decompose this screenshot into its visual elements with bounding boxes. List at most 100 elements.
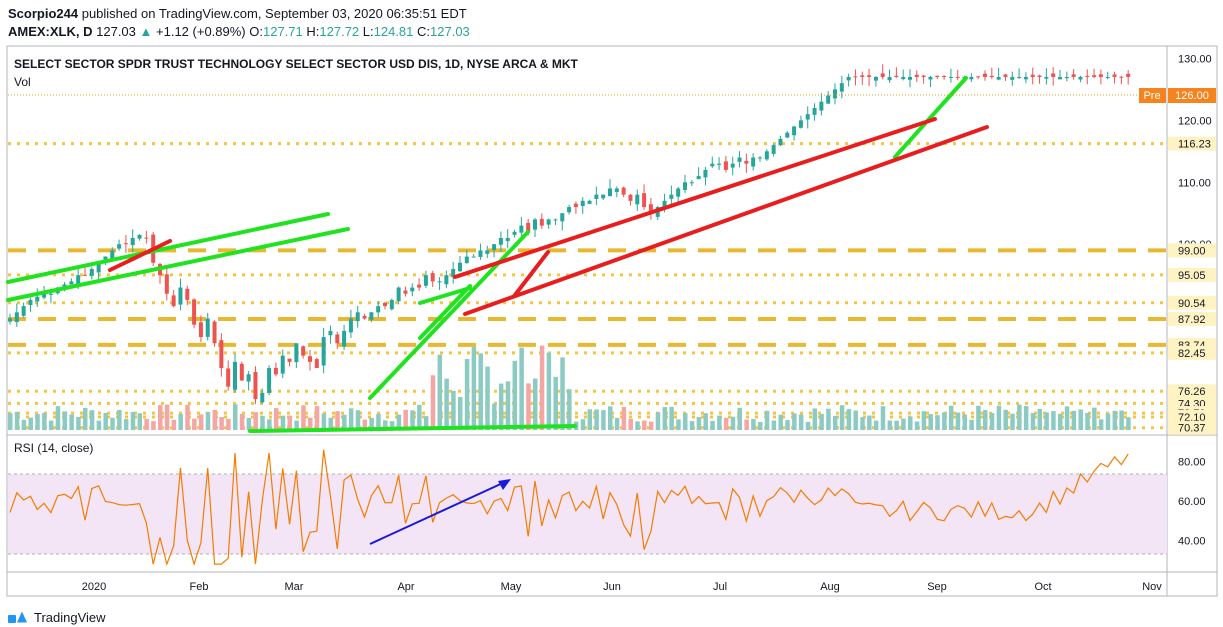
candle-body [403, 290, 408, 294]
candle-body [185, 288, 190, 300]
candle-body [839, 83, 844, 92]
candle-body [451, 268, 456, 278]
volume-bar [273, 408, 279, 430]
publish-line: Scorpio244 published on TradingView.com,… [8, 6, 467, 21]
volume-bar [628, 418, 633, 430]
candle-body [914, 74, 919, 77]
volume-bar [492, 403, 497, 430]
volume-bar [587, 409, 593, 430]
volume-bar [205, 412, 211, 430]
volume-bar [1064, 406, 1070, 430]
volume-bar [1044, 412, 1049, 430]
candle-body [287, 358, 292, 362]
candle-body [1078, 76, 1083, 80]
volume-bar [96, 420, 102, 430]
volume-bar [867, 415, 872, 430]
change-value: +1.12 (+0.89%) [156, 24, 246, 39]
candle-body [8, 318, 12, 322]
candle-body [301, 346, 306, 356]
volume-bar [608, 406, 613, 430]
volume-bar [451, 390, 456, 430]
volume-bar [308, 417, 313, 430]
candle-body [1023, 76, 1028, 80]
candle-body [887, 76, 892, 81]
volume-bar [137, 413, 143, 430]
candle-body [948, 76, 953, 78]
volume-bar [696, 416, 702, 430]
candle-body [642, 193, 647, 208]
volume-bar [860, 417, 865, 430]
volume-bar [376, 413, 381, 430]
candle-body [730, 163, 735, 168]
month-label: May [501, 581, 522, 593]
candle-body [389, 299, 394, 310]
volume-bar [110, 417, 115, 430]
volume-bar [655, 412, 661, 430]
rsi-tick-label: 60.00 [1178, 496, 1206, 508]
candle-body [294, 343, 299, 363]
price-axis: 130.00120.00110.00100.00116.2399.0095.05… [1168, 53, 1216, 547]
volume-bar [1030, 413, 1036, 430]
volume-bar [430, 375, 436, 430]
candle-body [83, 274, 87, 276]
volume-bar [83, 407, 88, 430]
rsi-pane [9, 449, 1129, 567]
level-label: 90.54 [1178, 298, 1206, 310]
support-levels [8, 142, 1167, 430]
level-label: 95.05 [1178, 270, 1206, 282]
volume-bar [35, 414, 40, 430]
candle-body [171, 295, 176, 307]
open-value: 127.71 [263, 24, 303, 39]
volume-bar [55, 406, 61, 430]
volume-bar [1126, 417, 1131, 430]
volume-label: Vol [14, 75, 31, 89]
volume-bar [437, 354, 443, 430]
volume-bar [28, 417, 33, 430]
candle-body [921, 75, 926, 77]
author-name[interactable]: Scorpio244 [8, 6, 79, 21]
candle-body [1064, 76, 1069, 79]
red-trendline [463, 125, 989, 316]
candle-body [1017, 76, 1022, 78]
candle-body [198, 322, 203, 338]
volume-bar [103, 413, 108, 430]
volume-bar [778, 414, 783, 430]
volume-bar [1051, 411, 1056, 430]
volume-bar [417, 404, 422, 430]
candle-body [580, 200, 585, 207]
volume-bar [178, 414, 183, 430]
pre-badge-label-bg [1139, 88, 1166, 103]
candle-body [901, 76, 906, 80]
candle-body [744, 160, 749, 164]
ohlc-line: AMEX:XLK, D 127.03 ▲ +1.12 (+0.89%) O:12… [8, 24, 470, 39]
candle-body [355, 312, 360, 322]
volume-bar [287, 415, 293, 430]
volume-bar [539, 345, 545, 430]
volume-bar [703, 413, 708, 430]
close-label: C: [417, 24, 431, 39]
candle-body [76, 275, 81, 285]
volume-bar [751, 419, 756, 430]
volume-bar [342, 414, 347, 430]
candle-body [853, 76, 858, 78]
volume-bar [1078, 409, 1083, 430]
candle-body [567, 207, 572, 213]
candle-body [628, 194, 633, 201]
volume-bar [485, 366, 490, 430]
candle-body [96, 262, 101, 273]
volume-bar [1037, 408, 1043, 430]
month-label: Feb [190, 581, 209, 593]
footer-brand[interactable]: TradingView [8, 610, 106, 625]
volume-bar [744, 419, 749, 430]
volume-bar [1010, 413, 1015, 430]
volume-bar [1003, 409, 1008, 430]
candle-body [860, 75, 865, 77]
footer-brand-text: TradingView [34, 610, 106, 625]
level-badge [1168, 243, 1216, 258]
volume-bar [512, 360, 518, 430]
rsi-line [9, 449, 1129, 567]
candle-body [233, 361, 237, 390]
candle-body [1044, 76, 1049, 79]
volume-bar [553, 376, 558, 430]
